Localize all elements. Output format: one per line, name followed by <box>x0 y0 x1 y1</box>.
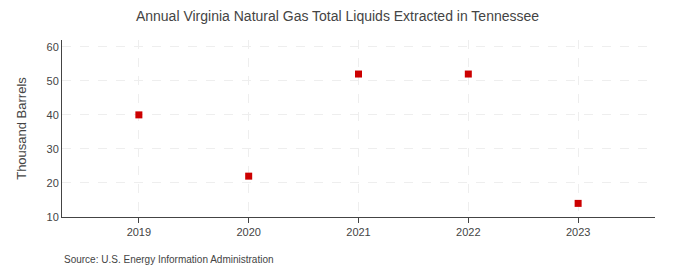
svg-text:2020: 2020 <box>236 226 260 238</box>
svg-text:10: 10 <box>47 211 59 223</box>
svg-text:50: 50 <box>47 75 59 87</box>
svg-text:2022: 2022 <box>456 226 480 238</box>
svg-text:2023: 2023 <box>566 226 590 238</box>
svg-text:2021: 2021 <box>346 226 370 238</box>
svg-text:40: 40 <box>47 109 59 121</box>
svg-text:60: 60 <box>47 41 59 53</box>
svg-text:2019: 2019 <box>127 226 151 238</box>
svg-text:Source: U.S. Energy Informatio: Source: U.S. Energy Information Administ… <box>64 254 274 265</box>
svg-text:20: 20 <box>47 177 59 189</box>
svg-text:Thousand Barrels: Thousand Barrels <box>14 77 29 180</box>
svg-text:30: 30 <box>47 143 59 155</box>
svg-text:Annual Virginia Natural Gas To: Annual Virginia Natural Gas Total Liquid… <box>136 8 539 24</box>
